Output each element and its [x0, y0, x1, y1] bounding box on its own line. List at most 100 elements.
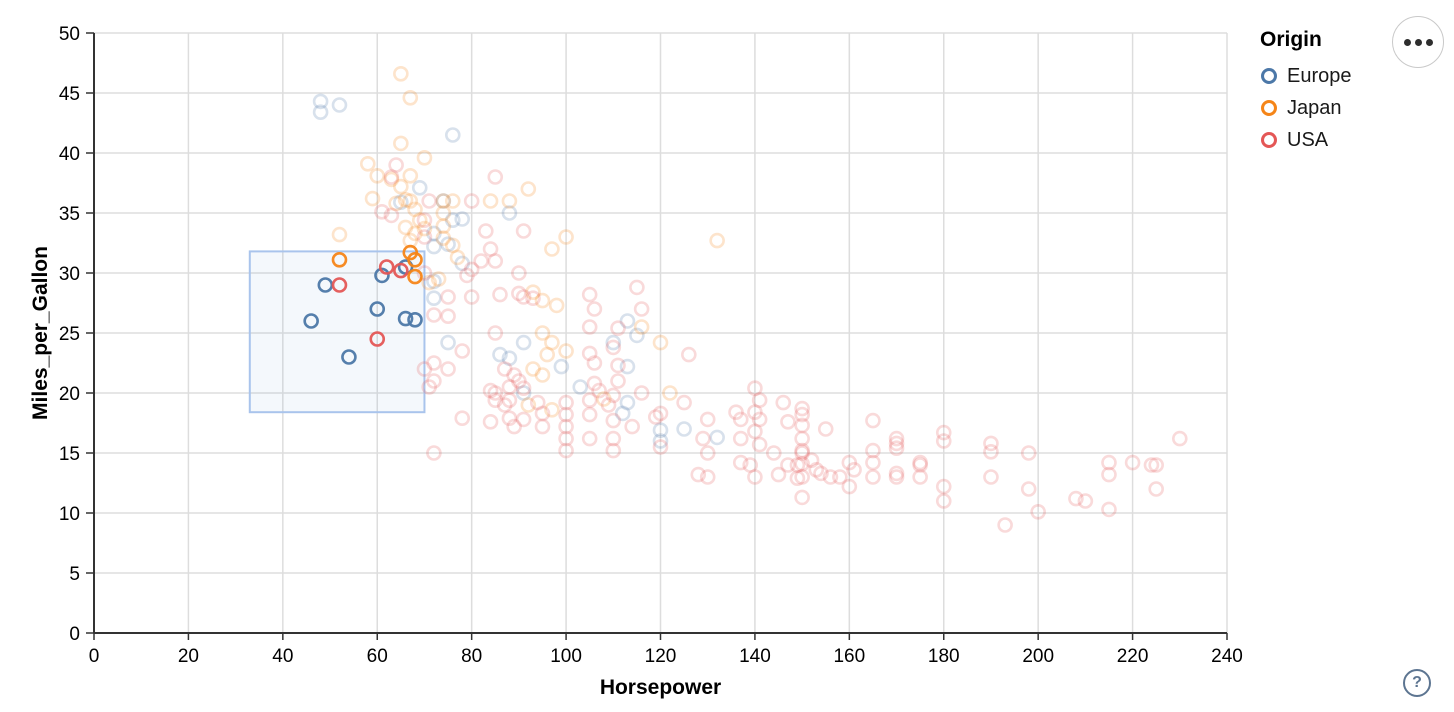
- scatter-point: [865, 469, 881, 485]
- scatter-point: [676, 394, 692, 411]
- scatter-point: [482, 241, 499, 257]
- scatter-point-selected: [407, 311, 423, 328]
- scatter-point-selected: [303, 313, 319, 329]
- scatter-point: [846, 461, 862, 478]
- scatter-point: [520, 181, 537, 197]
- scatter-point: [983, 435, 999, 452]
- scatter-point: [534, 405, 551, 422]
- scatter-point: [515, 380, 532, 397]
- scatter-point: [591, 382, 607, 399]
- scatter-point: [544, 334, 560, 351]
- scatter-point: [553, 358, 570, 375]
- scatter-point: [888, 469, 905, 485]
- scatter-point: [454, 255, 471, 272]
- scatter-point: [444, 212, 461, 228]
- scatter-point: [463, 289, 480, 305]
- legend-entry-japan[interactable]: Japan: [1258, 92, 1352, 124]
- scatter-point: [544, 241, 560, 257]
- scatter-point: [534, 292, 551, 309]
- scatter-point: [501, 193, 518, 209]
- scatter-point: [581, 406, 598, 423]
- scatter-point: [492, 346, 508, 363]
- scatter-point: [652, 422, 669, 439]
- scatter-point: [728, 404, 744, 421]
- scatter-point: [794, 400, 810, 417]
- scatter-point: [1148, 457, 1164, 473]
- scatter-point: [515, 334, 532, 351]
- scatter-point: [747, 469, 763, 485]
- scatter-point: [478, 223, 494, 239]
- scatter-point: [444, 193, 461, 209]
- scatter-point: [388, 195, 404, 212]
- scatter-point: [742, 457, 758, 473]
- scatter-point-selected: [378, 259, 395, 275]
- scatter-point-selected: [407, 251, 423, 268]
- more-options-button[interactable]: [1392, 16, 1444, 68]
- scatter-point: [515, 223, 532, 239]
- scatter-point: [430, 271, 447, 287]
- scatter-point: [558, 343, 574, 359]
- x-tick-label: 200: [1022, 646, 1054, 667]
- scatter-point: [511, 285, 527, 302]
- scatter-point: [496, 361, 513, 377]
- scatter-point: [813, 465, 829, 482]
- scatter-point: [747, 404, 763, 421]
- scatter-point: [534, 418, 551, 435]
- y-tick-label: 10: [59, 504, 80, 525]
- scatter-point: [440, 236, 456, 252]
- x-tick-label: 120: [645, 646, 677, 667]
- scatter-point: [822, 469, 839, 485]
- scatter-point: [747, 380, 763, 397]
- scatter-point: [487, 385, 504, 401]
- scatter-point: [647, 409, 664, 425]
- scatter-point: [997, 517, 1013, 533]
- scatter-point: [440, 334, 456, 351]
- scatter-point: [605, 442, 622, 459]
- scatter-point: [1068, 490, 1084, 507]
- scatter-point: [501, 410, 518, 427]
- scatter-point: [402, 90, 419, 106]
- scatter-point: [374, 204, 390, 220]
- scatter-point: [690, 466, 707, 483]
- scatter-point: [581, 319, 598, 335]
- legend-symbol-icon: [1261, 68, 1277, 84]
- scatter-point: [558, 406, 574, 423]
- legend-label: Europe: [1287, 64, 1352, 87]
- scatter-point: [605, 339, 622, 356]
- y-tick-label: 15: [59, 444, 80, 465]
- scatter-point: [1077, 493, 1094, 509]
- scatter-point: [444, 127, 461, 143]
- scatter-point: [699, 469, 716, 485]
- x-axis-title: Horsepower: [600, 676, 721, 699]
- scatter-point: [581, 430, 598, 447]
- scatter-point: [794, 417, 810, 434]
- scatter-point: [402, 168, 419, 184]
- legend-entry-usa[interactable]: USA: [1258, 124, 1352, 156]
- scatter-point: [699, 445, 716, 461]
- scatter-point: [581, 286, 598, 303]
- scatter-point: [421, 379, 437, 395]
- scatter-point: [765, 445, 782, 461]
- scatter-point: [501, 350, 518, 367]
- scatter-point: [487, 325, 504, 341]
- scatter-point-selected: [393, 262, 409, 279]
- y-axis-title: Miles_per_Gallon: [29, 246, 52, 420]
- scatter-point: [780, 413, 796, 430]
- scatter-point: [912, 454, 928, 471]
- scatter-point: [751, 392, 768, 409]
- scatter-point: [865, 454, 881, 471]
- scatter-point-selected: [369, 301, 386, 317]
- legend-entry-europe[interactable]: Europe: [1258, 60, 1352, 92]
- scatter-point: [751, 411, 768, 428]
- scatter-point: [794, 430, 810, 447]
- scatter-point: [515, 411, 532, 428]
- scatter-point: [558, 229, 574, 245]
- scatter-point: [534, 325, 551, 341]
- help-button[interactable]: ?: [1403, 669, 1431, 697]
- scatter-point: [492, 286, 508, 303]
- scatter-point: [695, 430, 711, 447]
- x-tick-label: 240: [1211, 646, 1243, 667]
- scatter-point: [794, 455, 810, 472]
